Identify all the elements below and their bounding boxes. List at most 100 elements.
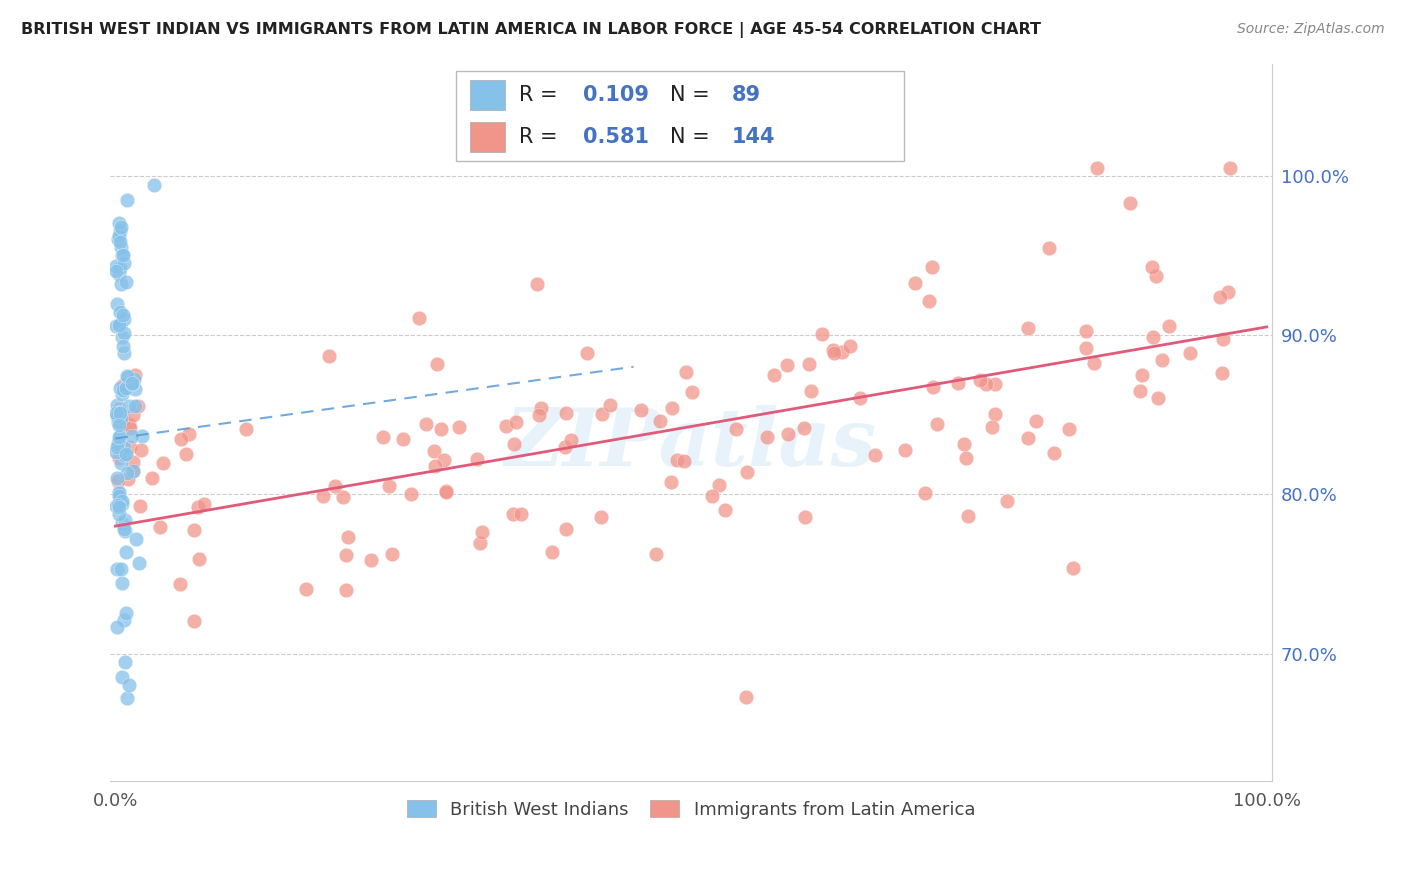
Point [108,430,131,444]
Point [661,401,683,415]
Point [502,507,524,521]
Point [793,421,815,435]
Point [1146,391,1168,405]
Point [1017,320,1039,334]
Text: R =: R = [519,86,564,105]
Point [122,464,145,478]
Text: Source: ZipAtlas.com: Source: ZipAtlas.com [1237,22,1385,37]
Text: R =: R = [519,127,564,146]
Point [121,376,143,391]
Point [336,530,359,544]
Point [111,383,134,397]
Point [591,510,613,524]
Point [118,421,141,435]
Point [921,260,943,274]
Point [1083,356,1105,370]
Point [408,310,430,325]
Point [555,522,578,536]
Point [110,260,132,275]
Point [332,490,354,504]
Point [117,467,139,481]
Point [114,524,136,538]
Point [105,406,128,420]
Point [1211,366,1233,380]
Point [681,385,703,400]
Point [1159,318,1181,333]
Point [108,216,131,230]
Point [894,442,917,457]
Point [381,547,404,561]
Point [105,441,128,455]
Point [105,620,128,634]
FancyBboxPatch shape [456,71,904,161]
Point [115,545,138,559]
Point [107,499,129,513]
Point [110,240,132,254]
Point [112,613,135,627]
Point [1178,346,1201,360]
Point [108,229,131,244]
Point [121,429,143,443]
Point [526,277,548,292]
Point [115,193,138,207]
Point [575,346,598,360]
Point [312,489,335,503]
Point [235,422,257,436]
Point [115,275,138,289]
Point [510,507,533,521]
Point [114,380,136,394]
Point [471,525,494,540]
Point [110,219,132,234]
Point [111,516,134,531]
Point [1142,330,1164,344]
Point [1062,561,1084,575]
Point [141,471,163,485]
Point [187,500,209,515]
Point [107,418,129,433]
Point [128,556,150,570]
Point [105,562,128,576]
Point [108,224,131,238]
Point [114,607,136,621]
Point [110,405,132,419]
Point [117,472,139,486]
Point [449,420,471,434]
Point [659,475,682,490]
Point [131,429,153,443]
Point [430,422,453,436]
Point [969,373,991,387]
Text: ZIPatlas: ZIPatlas [505,405,877,483]
Point [373,430,395,444]
Point [111,330,134,344]
Point [112,440,135,454]
Point [170,433,193,447]
Point [984,377,1007,392]
Point [118,678,141,692]
Point [108,429,131,443]
Point [925,417,948,432]
Point [111,494,134,508]
Point [124,399,146,413]
Point [1017,431,1039,445]
Point [1076,324,1098,338]
Point [1209,290,1232,304]
Point [527,409,550,423]
Point [104,499,127,513]
Point [1129,384,1152,398]
Text: N =: N = [671,127,717,146]
Point [104,445,127,459]
Point [174,447,197,461]
Point [121,376,143,391]
Point [1150,352,1173,367]
Bar [470,121,505,152]
Point [530,401,553,415]
Point [108,414,131,428]
Point [399,487,422,501]
Point [1219,161,1241,175]
Point [295,582,318,596]
Point [108,267,131,281]
Point [112,448,135,462]
Point [863,449,886,463]
Point [1142,260,1164,275]
Point [128,499,150,513]
